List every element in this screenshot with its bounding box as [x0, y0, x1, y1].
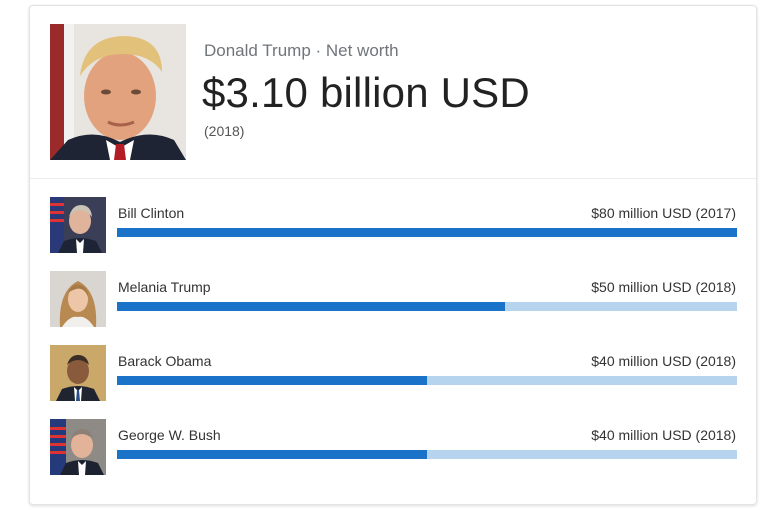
donald-trump-photo[interactable]	[50, 24, 186, 160]
comparison-row-barack-obama[interactable]: Barack Obama $40 million USD (2018)	[30, 345, 756, 403]
comparison-bar-fill	[117, 450, 427, 459]
net-worth-subtitle: Donald Trump · Net worth	[204, 41, 399, 60]
comparison-row-george-w-bush[interactable]: George W. Bush $40 million USD (2018)	[30, 419, 756, 477]
comparison-bar-fill	[117, 302, 505, 311]
net-worth-value: $3.10 billion USD	[202, 69, 530, 116]
comparison-amount: $40 million USD (2018)	[591, 427, 736, 443]
net-worth-year: (2018)	[204, 123, 245, 139]
barack-obama-photo[interactable]	[50, 345, 106, 401]
comparison-name[interactable]: Melania Trump	[118, 279, 211, 295]
comparison-bar-track	[117, 376, 737, 385]
comparison-bar-fill	[117, 228, 737, 237]
comparison-row-bill-clinton[interactable]: Bill Clinton $80 million USD (2017)	[30, 197, 756, 255]
comparison-bar-track	[117, 302, 737, 311]
comparison-name[interactable]: George W. Bush	[118, 427, 221, 443]
comparison-name[interactable]: Barack Obama	[118, 353, 212, 369]
comparison-amount: $40 million USD (2018)	[591, 353, 736, 369]
comparison-bar-fill	[117, 376, 427, 385]
net-worth-header: Donald Trump · Net worth $3.10 billion U…	[30, 6, 756, 179]
comparison-bar-track	[117, 228, 737, 237]
bill-clinton-photo[interactable]	[50, 197, 106, 253]
comparison-amount: $80 million USD (2017)	[591, 205, 736, 221]
comparison-amount: $50 million USD (2018)	[591, 279, 736, 295]
comparison-name[interactable]: Bill Clinton	[118, 205, 185, 221]
melania-trump-photo[interactable]	[50, 271, 106, 327]
comparison-bar-track	[117, 450, 737, 459]
net-worth-card: Donald Trump · Net worth $3.10 billion U…	[29, 5, 757, 505]
george-w-bush-photo[interactable]	[50, 419, 106, 475]
comparison-row-melania-trump[interactable]: Melania Trump $50 million USD (2018)	[30, 271, 756, 329]
